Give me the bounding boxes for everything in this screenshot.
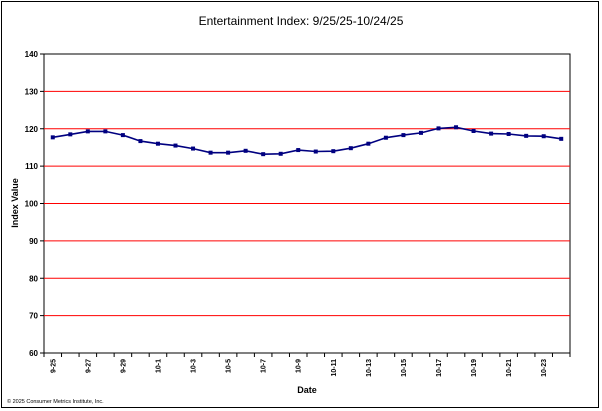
x-tick-label: 9-27 — [85, 359, 92, 373]
series-line — [52, 126, 562, 156]
x-tick-label: 10-17 — [436, 359, 443, 377]
data-point — [85, 129, 90, 134]
y-tick-label: 90 — [29, 237, 38, 246]
data-point — [313, 149, 318, 154]
data-point — [278, 151, 283, 156]
y-tick-label: 80 — [29, 274, 38, 283]
x-tick-label: 9-29 — [120, 359, 127, 373]
y-tick-label: 70 — [29, 312, 38, 321]
series-group — [50, 125, 564, 157]
x-tick-label: 10-7 — [261, 359, 268, 373]
data-point — [331, 149, 336, 154]
x-axis-label: Date — [297, 385, 317, 395]
data-point — [296, 148, 301, 153]
x-tick-label: 9-25 — [50, 359, 57, 373]
data-point — [243, 148, 248, 153]
data-point — [191, 146, 196, 151]
chart-title: Entertainment Index: 9/25/25-10/24/25 — [199, 14, 404, 28]
y-axis-ticks: 60 70 80 90 100 110 120 130 140 — [25, 50, 44, 358]
x-tick-label: 10-19 — [471, 359, 478, 377]
grid-lines — [44, 90, 570, 317]
x-tick-label: 10-11 — [331, 359, 338, 377]
data-point — [120, 133, 125, 138]
copyright-footer: © 2025 Consumer Metrics Institute, Inc. — [7, 398, 104, 405]
y-tick-label: 120 — [25, 125, 39, 134]
data-point — [401, 133, 406, 138]
data-point — [471, 128, 476, 133]
x-tick-label: 10-9 — [296, 359, 303, 373]
data-point — [541, 134, 546, 139]
x-tick-label: 10-21 — [506, 359, 513, 377]
data-point — [559, 136, 564, 141]
data-point — [208, 150, 213, 155]
data-point — [155, 141, 160, 146]
y-tick-label: 60 — [29, 349, 38, 358]
data-point — [506, 131, 511, 136]
data-point — [173, 143, 178, 148]
data-point — [489, 131, 494, 136]
data-point — [436, 126, 441, 131]
x-axis-ticks: 9-25 9-27 9-29 10-1 10-3 10-5 10-7 10-9 10-11 10-… — [43, 353, 571, 377]
data-point — [454, 125, 459, 130]
data-point — [261, 152, 266, 157]
y-tick-label: 100 — [25, 200, 39, 209]
data-point — [226, 150, 231, 155]
data-point — [524, 133, 529, 138]
x-tick-label: 10-1 — [155, 359, 162, 373]
y-axis-label: Index Value — [10, 178, 20, 228]
data-point — [418, 130, 423, 135]
data-point — [50, 135, 55, 140]
y-tick-label: 140 — [25, 50, 39, 59]
data-point — [366, 141, 371, 146]
x-tick-label: 10-3 — [191, 359, 198, 373]
x-tick-label: 10-15 — [401, 359, 408, 377]
y-tick-label: 130 — [25, 87, 39, 96]
x-tick-label: 10-5 — [226, 359, 233, 373]
y-tick-label: 110 — [25, 162, 38, 171]
data-point — [138, 139, 143, 144]
data-point — [348, 146, 353, 151]
data-point — [68, 132, 73, 137]
x-tick-label: 10-13 — [366, 359, 373, 377]
x-tick-label: 10-23 — [541, 359, 548, 377]
data-point — [383, 135, 388, 140]
data-point — [103, 129, 108, 134]
